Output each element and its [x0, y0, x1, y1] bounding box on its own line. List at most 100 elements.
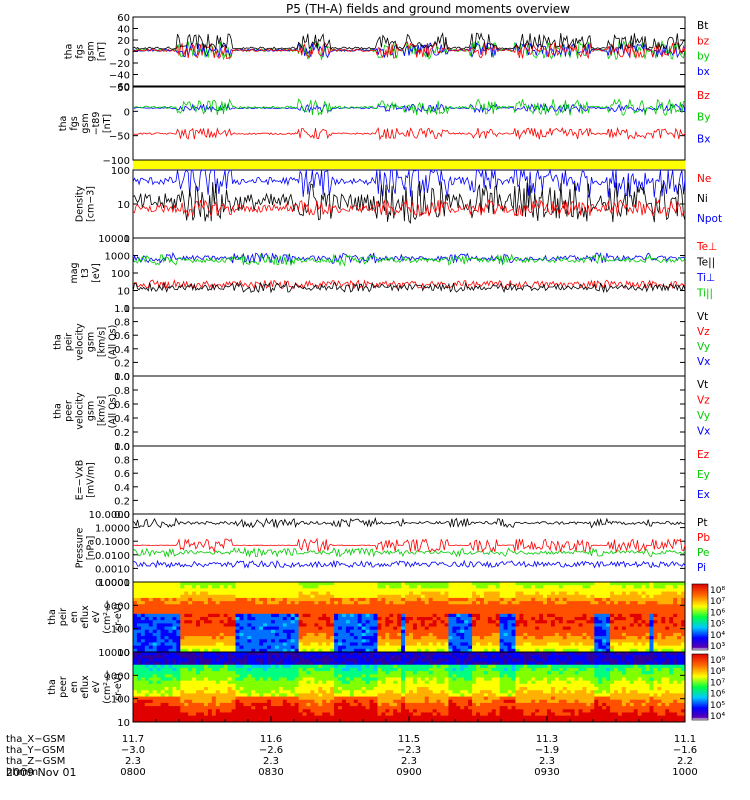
heatmap-cell — [203, 652, 209, 656]
heatmap-cell — [665, 613, 670, 618]
heatmap-cell — [424, 667, 430, 672]
heatmap-cell — [259, 613, 264, 618]
heatmap-cell — [338, 601, 343, 605]
heatmap-cell — [160, 687, 165, 691]
heatmap-cell — [614, 626, 619, 631]
heatmap-cell — [282, 648, 288, 653]
heatmap-cell — [148, 687, 154, 691]
heatmap-cell — [606, 582, 611, 586]
heatmap-cell — [385, 667, 390, 672]
heatmap-cell — [621, 648, 627, 653]
heatmap-cell — [203, 629, 209, 634]
heatmap-cell — [444, 607, 449, 612]
heatmap-cell — [274, 690, 280, 694]
heatmap-cell — [282, 626, 288, 631]
heatmap-cell — [133, 642, 138, 647]
heatmap-cell — [290, 617, 296, 621]
heatmap-cell — [523, 617, 528, 621]
heatmap-cell — [211, 626, 217, 631]
heatmap-cell — [539, 613, 544, 618]
heatmap-cell — [310, 632, 315, 637]
heatmap-cell — [377, 680, 382, 685]
heatmap-cell — [617, 632, 623, 637]
heatmap-cell — [507, 610, 512, 615]
heatmap-cell — [543, 601, 548, 605]
heatmap-cell — [357, 718, 363, 723]
heatmap-cell — [428, 613, 434, 618]
heatmap-cell — [243, 709, 248, 713]
heatmap-cell — [211, 582, 217, 586]
heatmap-cell — [381, 639, 386, 643]
heatmap-cell — [338, 636, 343, 640]
heatmap-cell — [523, 636, 528, 640]
heatmap-cell — [184, 597, 189, 602]
heatmap-cell — [562, 610, 568, 615]
heatmap-cell — [345, 648, 351, 653]
heatmap-cell — [243, 690, 248, 694]
heatmap-cell — [302, 597, 307, 602]
heatmap-cell — [617, 597, 623, 602]
heatmap-cell — [302, 664, 307, 669]
heatmap-cell — [136, 607, 142, 612]
heatmap-cell — [227, 674, 232, 678]
heatmap-cell — [566, 639, 572, 643]
heatmap-cell — [271, 712, 276, 717]
heatmap-cell — [184, 645, 189, 650]
heatmap-cell — [271, 639, 276, 643]
heatmap-cell — [156, 718, 161, 723]
heatmap-cell — [456, 588, 461, 592]
heatmap-cell — [535, 588, 540, 592]
heatmap-cell — [511, 610, 516, 615]
heatmap-cell — [377, 709, 382, 713]
heatmap-cell — [527, 642, 532, 647]
heatmap-cell — [412, 636, 418, 640]
y-tick-label: 10 — [117, 200, 130, 211]
heatmap-cell — [215, 645, 221, 650]
heatmap-cell — [523, 642, 528, 647]
heatmap-cell — [184, 680, 189, 685]
heatmap-cell — [669, 642, 674, 647]
heatmap-cell — [176, 601, 181, 605]
heatmap-cell — [255, 696, 260, 701]
heatmap-cell — [227, 706, 232, 710]
heatmap-cell — [302, 582, 307, 586]
legend-pressure-3: Pi — [697, 562, 706, 574]
heatmap-cell — [180, 696, 185, 701]
heatmap-cell — [338, 642, 343, 647]
heatmap-cell — [649, 591, 654, 596]
heatmap-cell — [357, 588, 363, 592]
heatmap-cell — [606, 610, 611, 615]
heatmap-cell — [637, 636, 643, 640]
heatmap-cell — [148, 696, 154, 701]
heatmap-cell — [215, 680, 221, 685]
heatmap-cell — [180, 661, 185, 666]
heatmap-cell — [669, 601, 674, 605]
heatmap-cell — [223, 629, 229, 634]
heatmap-cell — [223, 661, 229, 666]
heatmap-cell — [389, 594, 394, 599]
heatmap-cell — [294, 671, 299, 675]
heatmap-cell — [369, 715, 374, 720]
heatmap-cell — [673, 604, 678, 608]
heatmap-cell — [306, 610, 311, 615]
heatmap-cell — [314, 702, 319, 707]
heatmap-cell — [503, 645, 508, 650]
heatmap-cell — [156, 585, 161, 589]
heatmap-cell — [318, 709, 323, 713]
heatmap-cell — [353, 683, 359, 688]
heatmap-cell — [235, 607, 240, 612]
heatmap-cell — [330, 671, 335, 675]
heatmap-cell — [298, 639, 303, 643]
heatmap-cell — [140, 652, 146, 656]
heatmap-cell — [598, 585, 603, 589]
heatmap-cell — [385, 597, 390, 602]
heatmap-cell — [184, 629, 189, 634]
heatmap-cell — [503, 607, 508, 612]
heatmap-cell — [389, 671, 394, 675]
heatmap-cell — [259, 706, 264, 710]
heatmap-cell — [278, 667, 284, 672]
heatmap-cell — [389, 613, 394, 618]
heatmap-cell — [665, 617, 670, 621]
heatmap-cell — [251, 652, 256, 656]
heatmap-cell — [598, 645, 603, 650]
